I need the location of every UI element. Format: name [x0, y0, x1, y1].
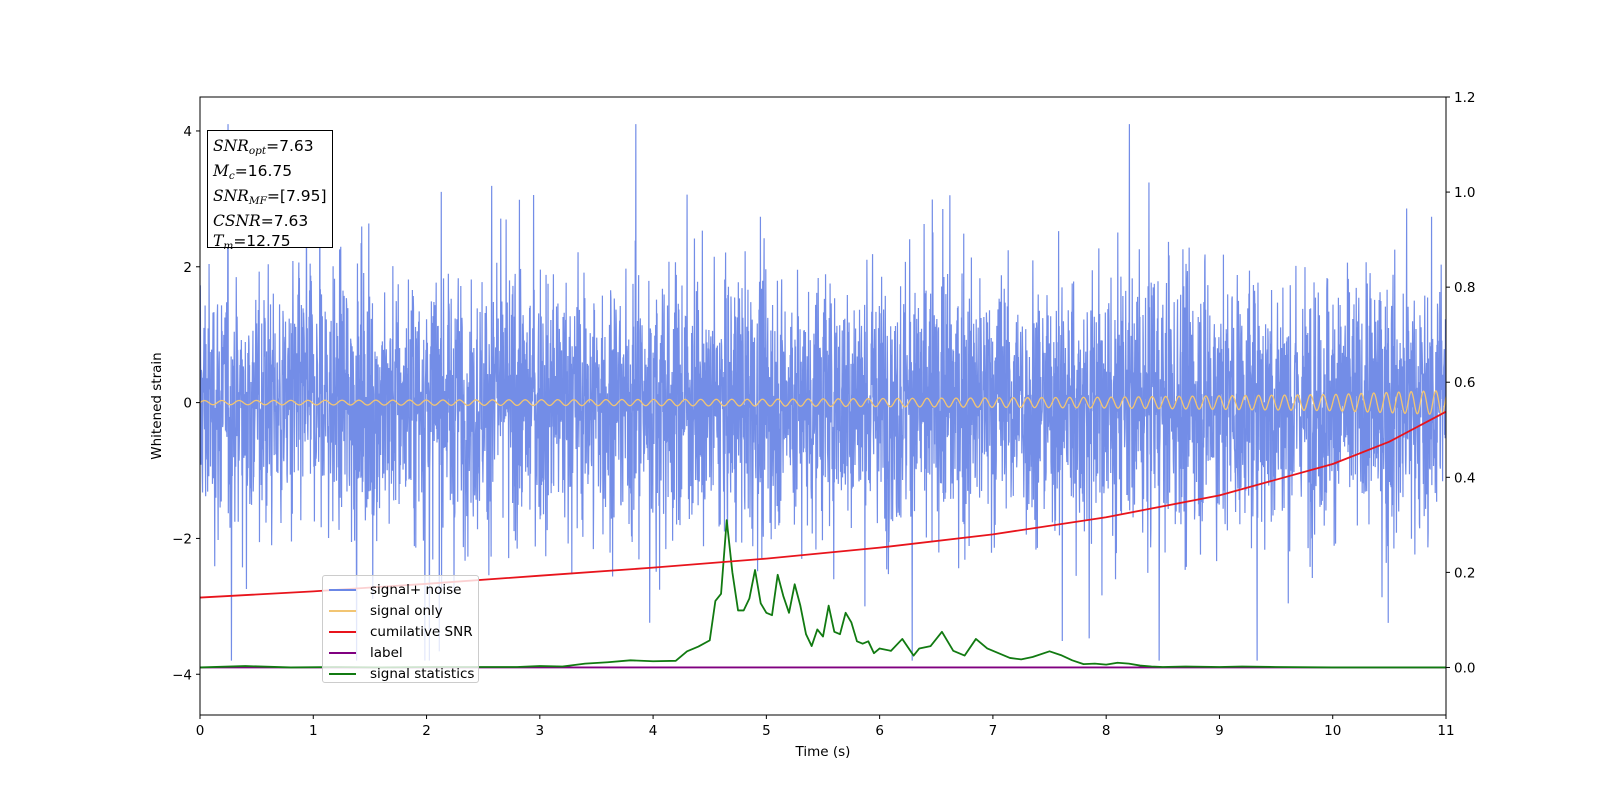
y-axis-left-ticks: −4 −2 0 2 4 [172, 124, 200, 683]
x-axis-label: Time (s) [795, 744, 851, 760]
legend-item: cumilative SNR [329, 621, 478, 642]
y-right-tick-label: 0.2 [1454, 565, 1475, 581]
legend-label: signal statistics [370, 665, 475, 682]
snr-mf-value: =[7.95] [266, 187, 327, 205]
legend-label: signal+ noise [370, 581, 462, 598]
x-tick-label: 2 [422, 723, 431, 739]
legend-swatch [329, 672, 356, 675]
snr-opt-row: SNRopt=7.63 [213, 137, 314, 157]
mc-value: =16.75 [234, 162, 293, 180]
y-right-tick-label: 0.4 [1454, 470, 1475, 486]
y-axis-label: Whitened strain [149, 352, 165, 459]
y-right-tick-label: 0.6 [1454, 375, 1475, 391]
x-tick-label: 10 [1324, 723, 1341, 739]
y-left-tick-label: 0 [183, 396, 192, 412]
y-left-tick-label: 4 [183, 124, 192, 140]
chart-legend: signal+ noise signal only cumilative SNR la… [322, 575, 479, 683]
legend-swatch [329, 588, 356, 591]
plot-frame [199, 96, 1447, 716]
y-right-tick-label: 0.0 [1454, 660, 1475, 676]
legend-item: signal+ noise [329, 579, 478, 600]
tm-row: Tm=12.75 [213, 232, 291, 252]
series-signal-statistics [200, 519, 1446, 669]
x-axis-ticks: 0 1 2 3 4 5 6 7 8 9 10 11 [196, 715, 1455, 739]
legend-item: signal statistics [329, 663, 478, 684]
x-tick-label: 5 [762, 723, 771, 739]
legend-swatch [329, 609, 356, 612]
legend-label: cumilative SNR [370, 623, 473, 640]
legend-label: signal only [370, 602, 443, 619]
snr-mf-row: SNRMF=[7.95] [213, 187, 327, 207]
csnr-row: CSNR=7.63 [213, 212, 309, 230]
x-tick-label: 0 [196, 723, 205, 739]
x-tick-label: 8 [1102, 723, 1111, 739]
mc-row: Mc=16.75 [213, 162, 293, 182]
y-left-tick-label: −4 [172, 667, 192, 683]
x-tick-label: 1 [309, 723, 318, 739]
legend-swatch [329, 630, 356, 633]
snr-info-box: SNRopt=7.63 Mc=16.75 SNRMF=[7.95] CSNR=7… [207, 130, 333, 252]
legend-item: signal only [329, 600, 478, 621]
y-left-tick-label: 2 [183, 260, 192, 276]
tm-value: =12.75 [233, 232, 291, 250]
x-tick-label: 7 [989, 723, 998, 739]
x-tick-label: 4 [649, 723, 658, 739]
y-axis-right-ticks: 0.0 0.2 0.4 0.6 0.8 1.0 1.2 [1446, 90, 1475, 676]
y-left-tick-label: −2 [172, 531, 192, 547]
csnr-value: =7.63 [260, 212, 309, 230]
y-right-tick-label: 1.2 [1454, 90, 1475, 106]
x-tick-label: 9 [1215, 723, 1224, 739]
y-right-tick-label: 0.8 [1454, 280, 1475, 296]
legend-item: label [329, 642, 478, 663]
legend-label: label [370, 644, 403, 661]
series-signal-only [200, 390, 1446, 416]
x-tick-label: 11 [1437, 723, 1454, 739]
y-right-tick-label: 1.0 [1454, 185, 1475, 201]
x-tick-label: 3 [536, 723, 545, 739]
snr-opt-value: =7.63 [266, 137, 314, 155]
legend-swatch [329, 651, 356, 654]
x-tick-label: 6 [875, 723, 884, 739]
